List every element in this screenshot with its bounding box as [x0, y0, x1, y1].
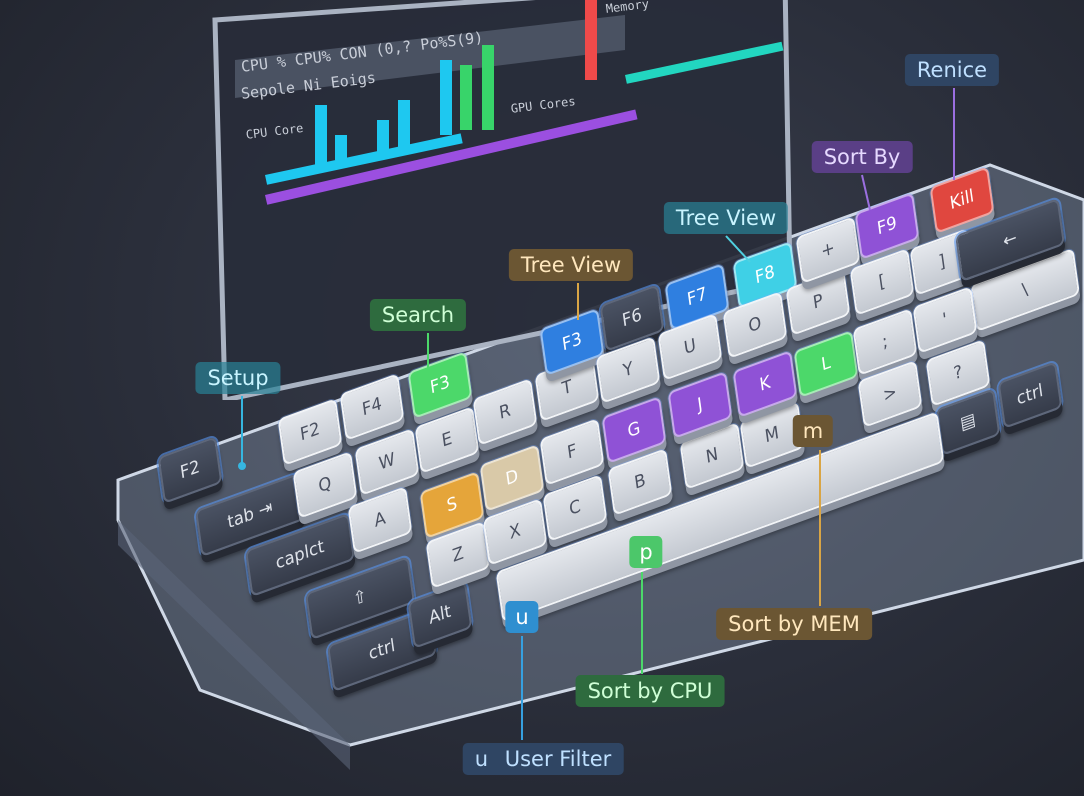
- bar: [398, 100, 410, 150]
- key-label: F3: [560, 328, 584, 356]
- callout-renice: Renice: [904, 54, 1000, 86]
- key-label: ]: [937, 250, 947, 274]
- key-label: P: [811, 290, 825, 314]
- user-filter-key: u: [474, 747, 489, 771]
- bar: [440, 60, 452, 135]
- callout-tree-view-f5: Tree View: [508, 249, 634, 281]
- bar: [585, 0, 597, 80]
- key-label: [: [877, 270, 887, 294]
- key-label: D: [504, 465, 520, 491]
- key-label: F3: [428, 371, 452, 399]
- cpu-bars: [265, 0, 784, 205]
- key-label: C: [567, 495, 583, 521]
- bar: [625, 41, 784, 84]
- key-label: Z: [451, 542, 465, 568]
- key-label: M: [763, 422, 781, 448]
- key-label: ;: [880, 330, 890, 354]
- key-label: \: [1020, 278, 1030, 302]
- key-label: ctrl: [1015, 380, 1045, 410]
- key-label: B: [633, 469, 647, 495]
- callout-u-key: u: [505, 601, 539, 633]
- key-label: E: [440, 428, 454, 452]
- bar: [265, 133, 463, 185]
- key-label: F9: [875, 212, 899, 240]
- key-label: F2: [178, 456, 202, 484]
- key-label: ?: [952, 361, 964, 385]
- bar: [482, 45, 494, 130]
- callout-tree-view-f8: Tree View: [663, 202, 789, 234]
- user-filter-label: User Filter: [504, 747, 612, 771]
- key-label: +: [819, 237, 837, 263]
- bar: [377, 120, 389, 155]
- key-label: ←: [1001, 227, 1019, 253]
- key-label: F4: [360, 393, 384, 421]
- key-label: ▤: [959, 409, 977, 435]
- key-label: Y: [621, 358, 635, 382]
- key-label: U: [682, 334, 698, 360]
- key-label: caplct: [274, 536, 326, 574]
- callout-sort-by: Sort By: [811, 141, 913, 173]
- key-label: >: [881, 381, 899, 407]
- callout-m-key: m: [792, 415, 834, 447]
- key-label: L: [820, 352, 832, 376]
- key-label: O: [747, 312, 763, 338]
- callout-setup: Setup: [195, 362, 281, 394]
- key-label: ⇧: [351, 585, 369, 611]
- key-label: X: [508, 519, 522, 545]
- bar: [335, 135, 347, 160]
- key-label: F: [565, 440, 579, 464]
- bar: [265, 109, 638, 205]
- key-label: A: [373, 507, 387, 533]
- callout-sort-cpu: Sort by CPU: [575, 675, 725, 707]
- bar: [460, 65, 472, 130]
- key-label: G: [626, 417, 642, 443]
- key-label: J: [696, 394, 704, 416]
- callout-p-key: p: [629, 536, 663, 568]
- callout-sort-mem: Sort by MEM: [716, 608, 872, 640]
- callout-search: Search: [369, 299, 467, 331]
- bar: [315, 105, 327, 165]
- key-label: Q: [317, 472, 333, 498]
- key-label: Kill: [948, 185, 976, 215]
- key-label: ': [941, 309, 949, 331]
- key-label: R: [498, 399, 512, 425]
- key-label: F8: [753, 261, 777, 289]
- key-label: F2: [298, 418, 322, 446]
- key-label: K: [758, 371, 772, 397]
- key-label: N: [704, 443, 720, 469]
- key-label: F6: [620, 304, 644, 332]
- key-label: Alt: [427, 600, 453, 630]
- key-label: T: [560, 376, 574, 400]
- key-label: ctrl: [367, 635, 397, 665]
- key-label: F7: [685, 283, 709, 311]
- key-label: W: [377, 449, 397, 475]
- callout-user-filter: u User Filter: [462, 743, 624, 775]
- key-label: tab ⇥: [226, 496, 274, 534]
- key-label: S: [445, 493, 459, 517]
